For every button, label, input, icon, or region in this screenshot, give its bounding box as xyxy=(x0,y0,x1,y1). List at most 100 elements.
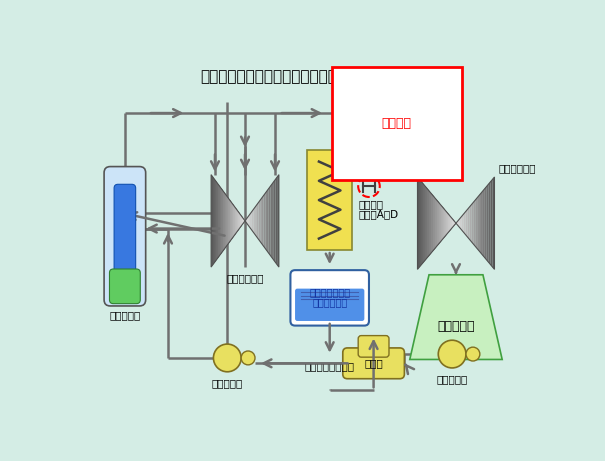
Polygon shape xyxy=(492,177,494,269)
Polygon shape xyxy=(266,191,267,251)
Text: 低圧タービン: 低圧タービン xyxy=(499,163,536,173)
Text: 復　水　器: 復 水 器 xyxy=(437,320,475,333)
Polygon shape xyxy=(468,207,469,239)
Polygon shape xyxy=(269,186,270,255)
Polygon shape xyxy=(448,214,456,232)
Polygon shape xyxy=(479,193,481,253)
Polygon shape xyxy=(238,212,245,230)
Text: 加熱器A～D: 加熱器A～D xyxy=(358,209,398,219)
Polygon shape xyxy=(224,193,245,248)
FancyBboxPatch shape xyxy=(110,269,140,304)
Polygon shape xyxy=(255,205,257,237)
Polygon shape xyxy=(463,212,466,235)
Polygon shape xyxy=(437,200,456,246)
Polygon shape xyxy=(252,209,253,232)
Polygon shape xyxy=(264,193,266,248)
Polygon shape xyxy=(435,198,456,248)
Text: 当該箇所: 当該箇所 xyxy=(382,117,411,130)
Polygon shape xyxy=(270,184,272,258)
Polygon shape xyxy=(440,205,456,242)
FancyBboxPatch shape xyxy=(290,270,369,325)
Text: 脱気器: 脱気器 xyxy=(364,358,383,368)
Polygon shape xyxy=(460,216,462,230)
Text: 湿分分離: 湿分分離 xyxy=(358,199,383,209)
Polygon shape xyxy=(215,179,245,262)
FancyBboxPatch shape xyxy=(343,348,404,379)
Polygon shape xyxy=(450,216,456,230)
Polygon shape xyxy=(233,205,245,237)
Polygon shape xyxy=(419,179,456,267)
Circle shape xyxy=(214,344,241,372)
Polygon shape xyxy=(483,189,485,258)
Polygon shape xyxy=(221,189,245,253)
Polygon shape xyxy=(431,193,456,253)
FancyBboxPatch shape xyxy=(295,289,364,321)
Polygon shape xyxy=(241,216,245,225)
Text: 伊方発電所１号機　湿分分離加熱器まわり概略系統図: 伊方発電所１号機 湿分分離加熱器まわり概略系統図 xyxy=(201,69,419,84)
Polygon shape xyxy=(477,195,479,251)
Polygon shape xyxy=(218,184,245,258)
Polygon shape xyxy=(485,186,487,260)
Polygon shape xyxy=(442,207,456,239)
Polygon shape xyxy=(249,214,250,228)
Polygon shape xyxy=(272,182,274,260)
Polygon shape xyxy=(260,198,262,244)
FancyBboxPatch shape xyxy=(114,184,136,288)
Polygon shape xyxy=(257,202,258,239)
Polygon shape xyxy=(223,191,245,251)
FancyBboxPatch shape xyxy=(358,336,389,357)
Text: 蒸気発生器: 蒸気発生器 xyxy=(110,311,140,320)
Polygon shape xyxy=(274,179,275,262)
Text: 高圧タービン: 高圧タービン xyxy=(226,273,264,283)
Polygon shape xyxy=(424,184,456,262)
Polygon shape xyxy=(275,177,277,265)
Polygon shape xyxy=(228,198,245,244)
Polygon shape xyxy=(491,179,492,267)
Polygon shape xyxy=(473,200,476,246)
Polygon shape xyxy=(445,209,456,237)
Polygon shape xyxy=(267,189,269,253)
Polygon shape xyxy=(245,219,247,223)
Polygon shape xyxy=(243,219,245,223)
Polygon shape xyxy=(232,202,245,239)
Text: 復水ポンプ: 復水ポンプ xyxy=(436,374,468,384)
Polygon shape xyxy=(425,186,456,260)
Polygon shape xyxy=(216,182,245,260)
Polygon shape xyxy=(213,177,245,265)
Polygon shape xyxy=(307,150,352,250)
Circle shape xyxy=(438,340,466,368)
Polygon shape xyxy=(211,175,245,267)
Polygon shape xyxy=(253,207,255,235)
Polygon shape xyxy=(452,219,456,228)
Polygon shape xyxy=(458,219,460,228)
Polygon shape xyxy=(439,202,456,244)
Polygon shape xyxy=(446,212,456,235)
Polygon shape xyxy=(226,195,245,246)
Text: 高圧給水加熱器へ: 高圧給水加熱器へ xyxy=(305,361,355,371)
Polygon shape xyxy=(277,175,279,267)
Polygon shape xyxy=(220,186,245,255)
Polygon shape xyxy=(258,200,260,242)
Polygon shape xyxy=(421,182,456,265)
Polygon shape xyxy=(471,202,473,244)
Polygon shape xyxy=(250,212,252,230)
Polygon shape xyxy=(410,275,502,360)
Polygon shape xyxy=(454,221,456,225)
Polygon shape xyxy=(456,221,458,225)
Text: ドレンタンク: ドレンタンク xyxy=(312,297,347,307)
Polygon shape xyxy=(240,214,245,228)
Polygon shape xyxy=(237,209,245,232)
Polygon shape xyxy=(469,205,471,242)
Polygon shape xyxy=(489,182,491,265)
Polygon shape xyxy=(462,214,463,232)
Circle shape xyxy=(241,351,255,365)
Text: 湿分分離加熱器: 湿分分離加熱器 xyxy=(309,287,350,297)
Polygon shape xyxy=(262,195,264,246)
Polygon shape xyxy=(429,191,456,255)
Polygon shape xyxy=(476,198,477,248)
Polygon shape xyxy=(481,191,483,255)
Polygon shape xyxy=(417,177,456,269)
Polygon shape xyxy=(466,209,468,237)
FancyBboxPatch shape xyxy=(104,166,146,306)
Polygon shape xyxy=(235,207,245,235)
